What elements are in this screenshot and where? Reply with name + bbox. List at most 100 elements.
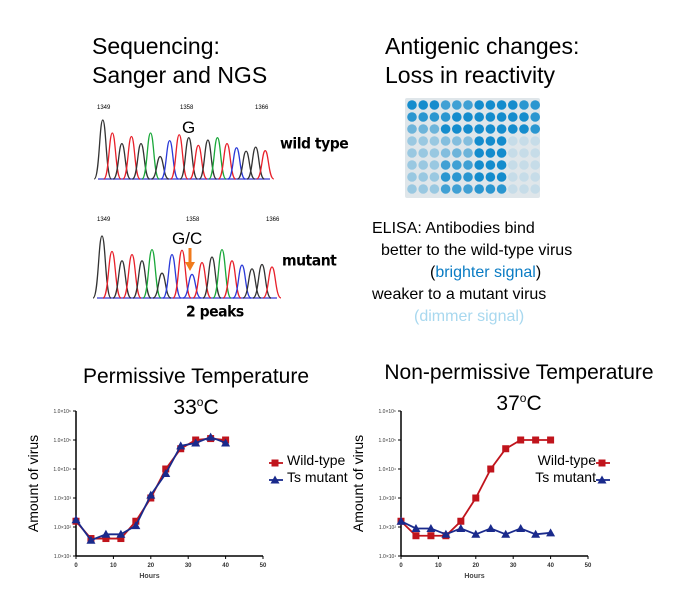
y-tick-label: 1.0×10³: [379, 496, 396, 502]
antigenic-title-2: Loss in reactivity: [385, 62, 556, 88]
well: [496, 184, 507, 194]
well: [485, 148, 496, 158]
y-tick-label: 1.0×10²: [379, 525, 396, 531]
well: [496, 160, 507, 170]
y-axis-label: Amount of virus: [25, 435, 41, 532]
well: [496, 124, 507, 134]
chart1-subtitle: 33oC: [173, 395, 219, 419]
well: [418, 112, 428, 122]
data-point: [117, 535, 125, 543]
elisa-line-5: (dimmer signal): [414, 306, 524, 328]
series-line-ts-mutant: [75, 436, 226, 542]
peak: [189, 144, 208, 180]
well: [407, 124, 417, 134]
well: [463, 184, 473, 194]
data-point: [191, 438, 201, 447]
brighter-signal: brighter signal: [435, 264, 536, 281]
data-point: [101, 529, 111, 538]
well: [463, 160, 473, 170]
well: [474, 100, 484, 110]
well: [452, 136, 462, 146]
paren: ): [518, 308, 525, 325]
well: [440, 160, 451, 170]
peak: [262, 266, 282, 299]
y-tick-label: 1.0×10⁴: [378, 467, 396, 473]
peak: [160, 139, 179, 180]
well: [407, 136, 417, 146]
well: [429, 160, 440, 170]
well: [530, 148, 540, 158]
well: [485, 124, 496, 134]
data-point: [412, 532, 420, 540]
well: [407, 160, 417, 170]
well: [496, 172, 507, 182]
x-tick-label: 40: [222, 563, 229, 569]
well: [474, 136, 484, 146]
well: [440, 136, 451, 146]
well: [407, 172, 417, 182]
well: [452, 148, 462, 158]
data-point: [411, 523, 421, 532]
mut-pos-end: 1366: [266, 217, 280, 223]
well: [496, 136, 507, 146]
data-point: [427, 532, 435, 540]
chart2-subtitle: 37oC: [496, 391, 542, 415]
data-point: [532, 436, 540, 444]
data-point: [546, 528, 556, 537]
well: [407, 100, 417, 110]
x-tick-label: 20: [472, 563, 479, 569]
sequencing-title-1: Sequencing:: [92, 33, 220, 59]
well: [530, 124, 540, 134]
peak: [202, 256, 222, 299]
data-point: [161, 468, 171, 477]
peak: [132, 260, 152, 299]
legend-label: Ts mutant: [535, 469, 596, 485]
well: [519, 160, 529, 170]
legend-label: Wild-type: [287, 452, 346, 468]
well: [519, 100, 529, 110]
data-point: [146, 490, 156, 499]
well: [474, 148, 484, 158]
well: [463, 148, 473, 158]
well: [508, 184, 518, 194]
mut-pos-start: 1349: [97, 217, 111, 223]
well: [407, 184, 417, 194]
data-point: [457, 517, 465, 525]
well: [474, 112, 484, 122]
well: [452, 172, 462, 182]
sequencing-title-2: Sanger and NGS: [92, 62, 268, 88]
data-point: [471, 529, 481, 538]
dimmer-signal: dimmer signal: [419, 308, 519, 325]
peak: [192, 262, 212, 299]
well: [508, 148, 518, 158]
wt-pos-start: 1349: [97, 105, 111, 111]
peak: [131, 142, 151, 180]
mutant-label: mutant: [282, 252, 337, 270]
wt-pos-mid: 1358: [180, 105, 194, 111]
well: [485, 160, 496, 170]
well: [429, 136, 440, 146]
peak: [237, 150, 256, 180]
x-tick-label: 0: [399, 563, 403, 569]
well: [519, 172, 529, 182]
data-point: [531, 529, 541, 538]
peak: [151, 155, 170, 180]
well: [452, 112, 462, 122]
x-tick-label: 30: [510, 563, 517, 569]
well: [530, 160, 540, 170]
well: [407, 112, 417, 122]
well: [418, 184, 428, 194]
data-point: [71, 515, 81, 524]
peak: [112, 260, 132, 299]
data-point: [472, 494, 480, 502]
well: [496, 100, 507, 110]
elisa-line-3: (brighter signal): [430, 262, 541, 284]
well: [440, 184, 451, 194]
legend-label: Ts mutant: [287, 469, 348, 485]
well: [496, 148, 507, 158]
data-point: [441, 529, 451, 538]
well: [508, 100, 518, 110]
well: [508, 124, 518, 134]
data-point: [86, 535, 96, 544]
